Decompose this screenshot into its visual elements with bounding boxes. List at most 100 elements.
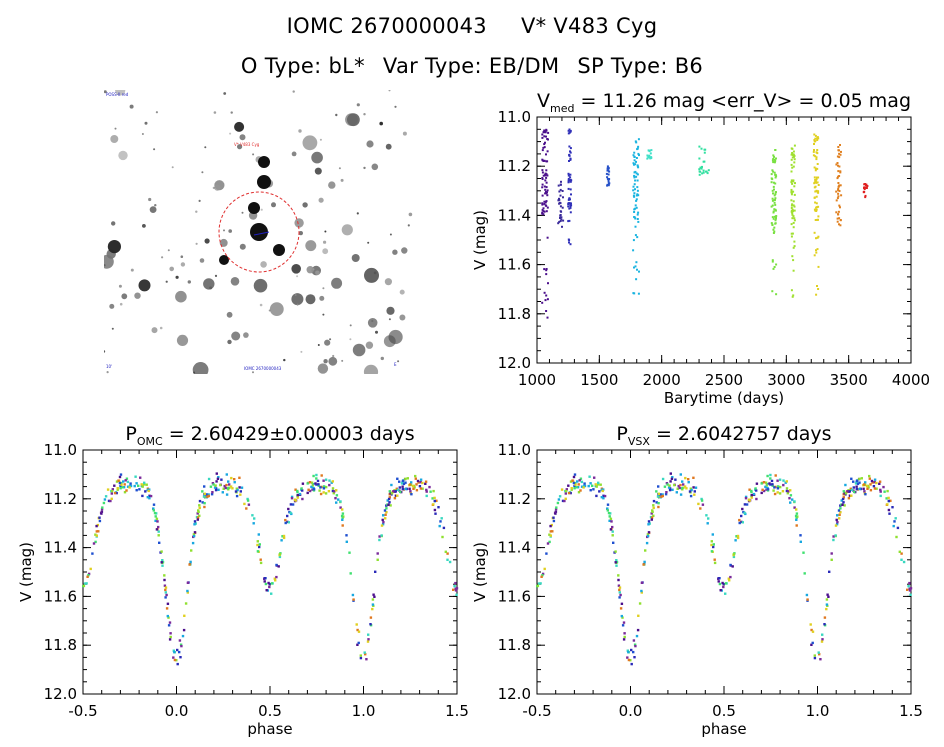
data-point	[125, 489, 128, 492]
data-point	[855, 485, 858, 488]
data-point	[765, 488, 768, 491]
data-point	[614, 561, 617, 564]
finder-star	[134, 292, 141, 299]
data-point	[788, 497, 791, 500]
target-marker	[253, 231, 270, 236]
data-point	[167, 616, 170, 619]
data-point	[189, 560, 192, 564]
data-point	[349, 572, 352, 575]
data-point	[734, 539, 737, 542]
data-point	[638, 154, 640, 157]
data-point	[575, 486, 578, 489]
data-point	[87, 572, 91, 576]
data-point	[835, 523, 839, 526]
data-point	[193, 523, 196, 526]
data-point	[453, 585, 456, 588]
data-point	[569, 491, 572, 495]
data-point	[405, 487, 408, 490]
y-tick-label: 11.0	[498, 108, 531, 126]
data-point	[611, 534, 614, 537]
data-point	[165, 593, 168, 597]
data-point	[209, 485, 213, 488]
data-point	[236, 488, 239, 492]
data-point	[779, 485, 782, 489]
data-point	[752, 492, 756, 496]
data-point	[383, 509, 387, 512]
finder-star	[142, 224, 146, 228]
data-point	[355, 623, 358, 626]
data-point	[836, 162, 839, 164]
data-point	[331, 489, 335, 493]
data-point	[580, 485, 584, 488]
x-tick-label: -0.5	[68, 702, 97, 720]
data-point	[784, 481, 787, 484]
y-tick-label: 11.6	[44, 587, 77, 605]
data-point	[374, 570, 377, 573]
data-point	[775, 263, 778, 266]
data-point	[790, 199, 793, 202]
finder-star	[399, 289, 405, 295]
data-point	[215, 480, 218, 483]
data-point	[146, 496, 149, 499]
data-point	[772, 210, 775, 213]
data-point	[380, 534, 383, 538]
data-point	[224, 486, 227, 490]
data-point	[176, 648, 179, 652]
data-point	[324, 478, 328, 481]
data-point	[544, 172, 547, 175]
finder-star	[294, 218, 304, 228]
data-point	[448, 560, 452, 564]
data-point	[104, 495, 108, 498]
data-point	[835, 199, 838, 202]
data-point	[135, 482, 138, 485]
data-point	[431, 503, 435, 506]
data-point	[121, 486, 124, 489]
finder-star	[302, 135, 318, 151]
data-point	[637, 145, 640, 148]
finder-star	[268, 309, 271, 312]
data-point	[559, 188, 562, 191]
data-point	[287, 507, 290, 511]
spectral-type: SP Type: B6	[577, 54, 704, 78]
data-point	[618, 596, 621, 599]
data-point	[545, 128, 548, 131]
data-point	[207, 477, 211, 481]
data-point	[794, 514, 798, 518]
data-point	[774, 191, 777, 194]
data-point	[225, 483, 228, 487]
data-point	[204, 496, 208, 499]
data-point	[227, 480, 230, 483]
data-point	[569, 179, 572, 182]
data-point	[888, 512, 891, 515]
data-point	[792, 204, 795, 207]
data-point	[542, 131, 545, 134]
data-point	[546, 542, 550, 545]
data-point	[848, 494, 852, 497]
data-point	[674, 478, 677, 481]
data-point	[567, 203, 570, 206]
data-point	[135, 489, 138, 492]
data-point	[706, 172, 709, 175]
data-point	[570, 204, 573, 207]
data-point	[198, 504, 201, 507]
data-point	[771, 290, 774, 293]
data-point	[863, 183, 866, 186]
data-point	[618, 591, 621, 594]
data-point	[633, 208, 636, 211]
data-point	[760, 482, 763, 485]
data-point	[568, 219, 571, 222]
data-point	[673, 483, 676, 486]
finder-star	[300, 350, 303, 353]
data-point	[773, 486, 776, 489]
data-point	[543, 143, 546, 146]
data-point	[606, 507, 609, 510]
data-point	[826, 604, 829, 607]
data-point	[348, 551, 351, 554]
data-point	[345, 534, 348, 537]
data-point	[776, 491, 779, 494]
data-point	[843, 492, 846, 495]
data-point	[341, 516, 344, 519]
data-point	[863, 187, 865, 189]
data-point	[607, 166, 610, 169]
data-point	[816, 136, 819, 139]
